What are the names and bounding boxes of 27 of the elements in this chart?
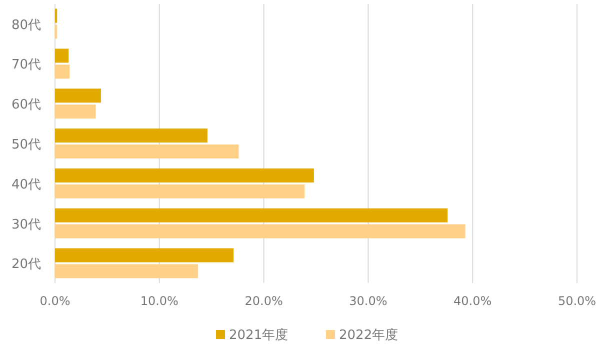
y-tick-label: 70代: [11, 58, 41, 73]
x-tick-label: 0.0%: [40, 294, 70, 308]
y-tick-label: 50代: [11, 138, 41, 152]
y-tick-label: 20代: [11, 257, 41, 272]
x-tick-label: 20.0%: [244, 294, 283, 308]
bar: [55, 264, 198, 278]
x-tick-label: 30.0%: [349, 294, 388, 308]
x-tick-label: 40.0%: [454, 294, 492, 308]
x-tick-label: 10.0%: [140, 294, 178, 308]
y-tick-label: 80代: [11, 18, 41, 33]
x-tick-label: 50.0%: [558, 294, 596, 308]
bar: [55, 224, 466, 238]
bar: [55, 128, 208, 143]
legend-label: 2021年度: [229, 327, 288, 343]
bar: [55, 48, 69, 63]
bar: [55, 144, 239, 158]
bar: [55, 208, 448, 222]
y-tick-label: 40代: [11, 177, 41, 192]
bar: [55, 248, 234, 262]
y-tick-label: 60代: [11, 98, 41, 113]
bar: [55, 88, 101, 103]
bar: [55, 168, 314, 182]
bar: [55, 104, 96, 119]
y-tick-label: 30代: [11, 217, 41, 232]
legend-label: 2022年度: [339, 327, 398, 343]
bar: [55, 184, 305, 198]
bar: [55, 64, 70, 79]
